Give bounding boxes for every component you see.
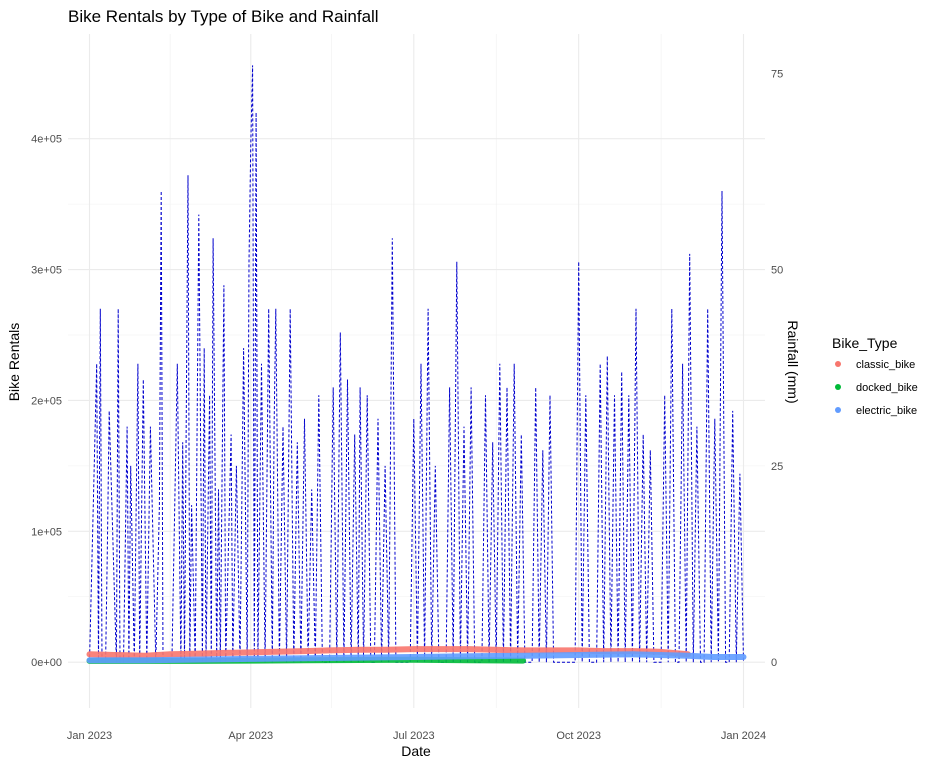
legend-label-docked-bike: docked_bike: [856, 382, 918, 394]
x-tick-label: Jan 2024: [721, 730, 766, 742]
y-tick-label: 2e+05: [31, 395, 62, 407]
legend-key-classic-bike: [835, 361, 841, 367]
grid-layer: [68, 34, 765, 708]
electric-bike-line: [86, 651, 747, 664]
rainfall-layer: [89, 65, 744, 663]
x-tick-label: Jan 2023: [67, 730, 112, 742]
x-tick-label: Apr 2023: [228, 730, 273, 742]
legend-title: Bike_Type: [832, 335, 898, 351]
y2-tick-label: 25: [771, 461, 783, 473]
legend-label-classic-bike: classic_bike: [856, 359, 915, 371]
legend-key-docked-bike: [835, 384, 841, 390]
x-axis-title: Date: [401, 743, 431, 759]
chart-title: Bike Rentals by Type of Bike and Rainfal…: [68, 7, 379, 26]
y-tick-label: 1e+05: [31, 526, 62, 538]
legend-label-electric-bike: electric_bike: [856, 405, 917, 417]
x-tick-label: Jul 2023: [393, 730, 435, 742]
series-layer: [86, 646, 747, 664]
y-tick-label: 4e+05: [31, 134, 62, 146]
y2-tick-label: 75: [771, 68, 783, 80]
y2-tick-label: 0: [771, 657, 777, 669]
y-tick-label: 3e+05: [31, 265, 62, 277]
y2-axis-title: Rainfall (mm): [785, 320, 801, 403]
y-tick-label: 0e+00: [31, 657, 62, 669]
x-tick-label: Oct 2023: [556, 730, 601, 742]
legend-key-electric-bike: [835, 407, 841, 413]
classic-bike-line: [86, 646, 691, 659]
y-axis-title: Bike Rentals: [6, 323, 22, 402]
rainfall-line: [89, 65, 744, 663]
axis-layer: 0e+00 1e+05 2e+05 3e+05 4e+05 Jan 2023 Apr 202…: [31, 68, 783, 742]
y2-tick-label: 50: [771, 265, 783, 277]
legend: Bike_Type classic_bike docked_bikeelectri…: [832, 335, 918, 417]
